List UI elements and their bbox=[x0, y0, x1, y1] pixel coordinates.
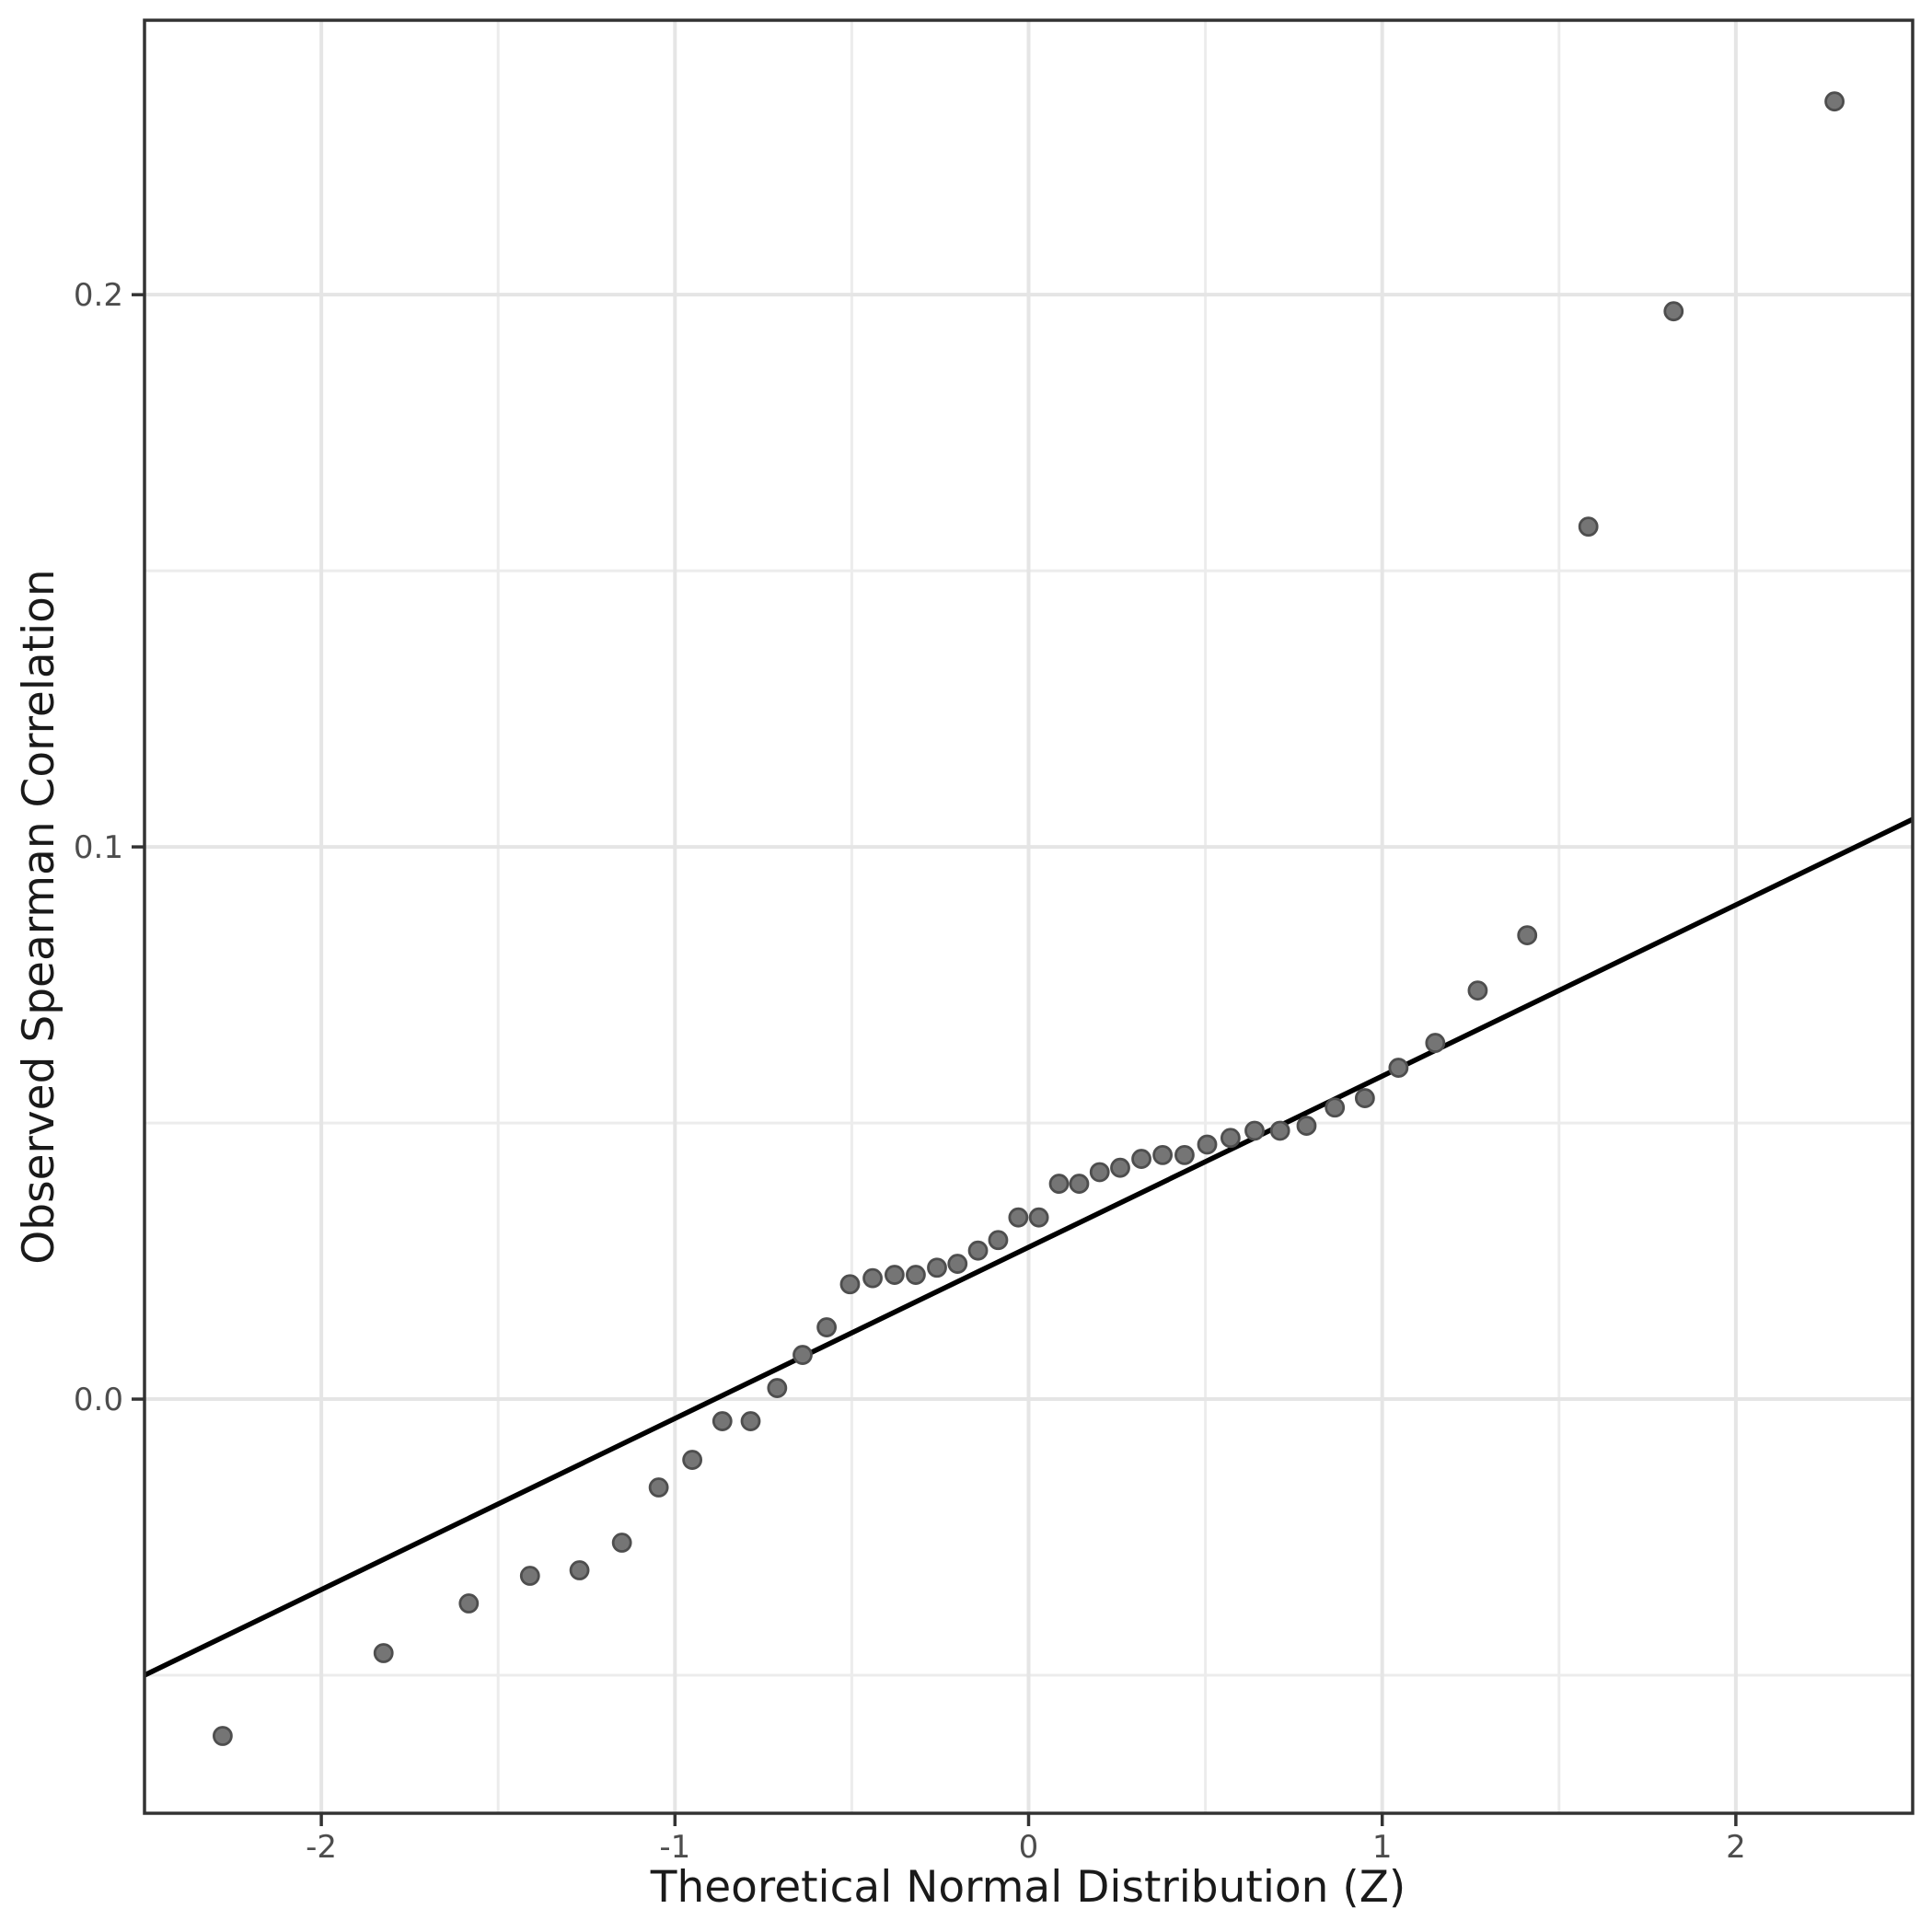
data-point bbox=[1008, 1207, 1029, 1228]
data-point bbox=[792, 1345, 813, 1365]
data-point bbox=[1325, 1097, 1346, 1118]
axis-ticks-layer bbox=[132, 293, 1738, 1826]
data-point bbox=[906, 1265, 926, 1285]
data-point bbox=[1048, 1174, 1070, 1194]
data-point bbox=[1110, 1157, 1130, 1178]
data-point bbox=[1296, 1116, 1317, 1136]
data-point bbox=[1220, 1128, 1241, 1149]
data-point bbox=[1028, 1207, 1049, 1228]
data-point bbox=[1089, 1162, 1110, 1183]
data-point bbox=[1244, 1120, 1265, 1141]
x-tick-label: 0 bbox=[1019, 1829, 1039, 1866]
data-point bbox=[927, 1257, 947, 1278]
data-point bbox=[569, 1560, 590, 1580]
data-point bbox=[519, 1566, 540, 1586]
data-point bbox=[1069, 1174, 1090, 1194]
data-point bbox=[884, 1265, 905, 1285]
data-point bbox=[611, 1533, 632, 1553]
axis-tick-labels-layer: -2 -1 0 1 2 0.0 0.1 0.2 bbox=[74, 277, 1746, 1866]
x-tick-label: -2 bbox=[306, 1829, 337, 1866]
data-point bbox=[1663, 301, 1684, 322]
data-point bbox=[1388, 1058, 1409, 1078]
data-point bbox=[740, 1411, 761, 1431]
data-point bbox=[648, 1477, 669, 1498]
data-point bbox=[1131, 1149, 1151, 1169]
data-point bbox=[1467, 980, 1488, 1001]
data-point bbox=[1425, 1033, 1446, 1053]
major-gridlines bbox=[145, 20, 1913, 1813]
data-point bbox=[816, 1317, 838, 1337]
x-tick-label: 2 bbox=[1726, 1829, 1746, 1866]
data-point bbox=[1152, 1144, 1174, 1165]
data-point bbox=[213, 1726, 233, 1746]
data-point bbox=[711, 1411, 733, 1431]
data-point bbox=[458, 1593, 480, 1614]
y-tick-label: 0.2 bbox=[74, 277, 123, 314]
data-points-layer bbox=[213, 91, 1845, 1746]
data-point bbox=[767, 1378, 788, 1398]
data-point bbox=[373, 1643, 394, 1663]
data-point bbox=[1578, 516, 1599, 538]
data-point bbox=[1174, 1144, 1195, 1165]
data-point bbox=[1197, 1134, 1218, 1155]
qq-reference-line bbox=[143, 816, 1915, 1678]
data-point bbox=[1824, 91, 1845, 112]
y-tick-label: 0.1 bbox=[74, 829, 123, 866]
data-point bbox=[1354, 1088, 1375, 1108]
x-tick-label: -1 bbox=[659, 1829, 690, 1866]
x-axis-title: Theoretical Normal Distribution (Z) bbox=[650, 1862, 1406, 1913]
data-point bbox=[988, 1230, 1009, 1251]
data-point bbox=[682, 1450, 703, 1470]
y-tick-label: 0.0 bbox=[74, 1382, 123, 1418]
data-point bbox=[862, 1267, 883, 1289]
data-point bbox=[947, 1254, 968, 1274]
reference-line-layer bbox=[143, 816, 1915, 1678]
data-point bbox=[839, 1274, 861, 1295]
x-tick-label: 1 bbox=[1372, 1829, 1393, 1866]
data-point bbox=[1517, 925, 1538, 945]
y-axis-title: Observed Spearman Correlation bbox=[14, 569, 64, 1264]
data-point bbox=[1269, 1120, 1290, 1141]
data-point bbox=[967, 1240, 989, 1261]
